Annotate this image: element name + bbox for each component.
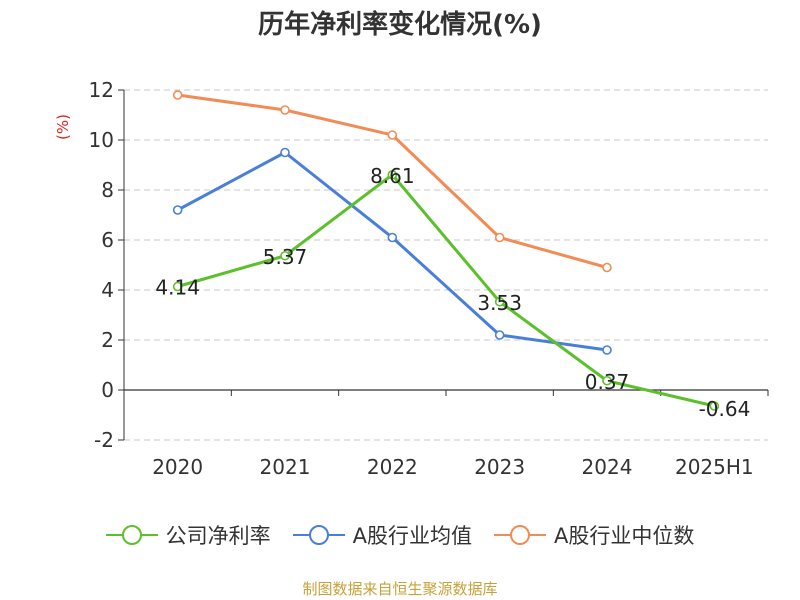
- data-label: 3.53: [477, 291, 522, 315]
- y-tick-label: 12: [89, 78, 114, 102]
- legend-item[interactable]: A股行业中位数: [494, 520, 694, 550]
- data-label: 4.14: [155, 276, 200, 300]
- data-point: [387, 130, 398, 140]
- y-tick-label: 0: [101, 378, 114, 402]
- series-line: [177, 173, 715, 408]
- data-point: [494, 296, 505, 307]
- y-tick-label: 6: [101, 228, 114, 252]
- data-label: 5.37: [263, 245, 308, 269]
- x-tick-label: 2022: [367, 455, 418, 479]
- data-point: [602, 262, 612, 273]
- x-tick-label: 2023: [474, 455, 525, 479]
- data-point: [280, 105, 290, 115]
- legend-marker-icon: [494, 525, 546, 545]
- grid-lines: [124, 89, 768, 441]
- data-point: [172, 281, 183, 292]
- data-labels: 4.14 5.37 8.61 3.53 0.37 -0.64: [155, 164, 750, 421]
- data-point: [494, 232, 505, 243]
- y-tick-label: 4: [101, 278, 114, 302]
- data-point: [709, 401, 720, 411]
- source-note: 制图数据来自恒生聚源数据库: [302, 580, 498, 598]
- y-tick-label: 10: [89, 128, 114, 152]
- data-point: [602, 375, 612, 386]
- data-point: [387, 169, 398, 180]
- legend-item[interactable]: 公司净利率: [105, 520, 271, 550]
- y-tick-label: -2: [94, 428, 114, 452]
- y-tick-label: 8: [101, 178, 114, 202]
- x-tick-label: 2021: [260, 455, 311, 479]
- y-tick-label: 2: [101, 328, 114, 352]
- data-point: [280, 250, 290, 261]
- data-point: [172, 90, 183, 100]
- data-label: -0.64: [699, 397, 751, 421]
- data-point: [602, 345, 612, 355]
- x-tick-label: 2024: [582, 455, 633, 479]
- legend-label: A股行业均值: [352, 524, 472, 548]
- data-point: [387, 232, 398, 243]
- data-label: 8.61: [370, 164, 415, 188]
- legend-label: 公司净利率: [165, 524, 271, 548]
- chart-title: 历年净利率变化情况(%): [258, 10, 542, 40]
- axes: -2 0 2 4 6 8 10 12 2020 2021 2022 2023 2024 2025H1: [89, 78, 769, 479]
- legend-marker-icon: [105, 525, 158, 545]
- data-point: [494, 330, 505, 340]
- data-label: 0.37: [585, 370, 630, 394]
- legend-marker-icon: [292, 525, 345, 545]
- series: [172, 90, 720, 411]
- x-tick-label: 2025H1: [675, 455, 754, 479]
- legend-label: A股行业中位数: [554, 524, 695, 548]
- legend-item[interactable]: A股行业均值: [292, 520, 472, 550]
- data-point: [172, 205, 183, 215]
- legend: 公司净利率 A股行业均值 A股行业中位数: [0, 520, 800, 550]
- y-axis-label: (%): [54, 114, 72, 140]
- data-point: [280, 147, 290, 158]
- x-tick-label: 2020: [152, 455, 203, 479]
